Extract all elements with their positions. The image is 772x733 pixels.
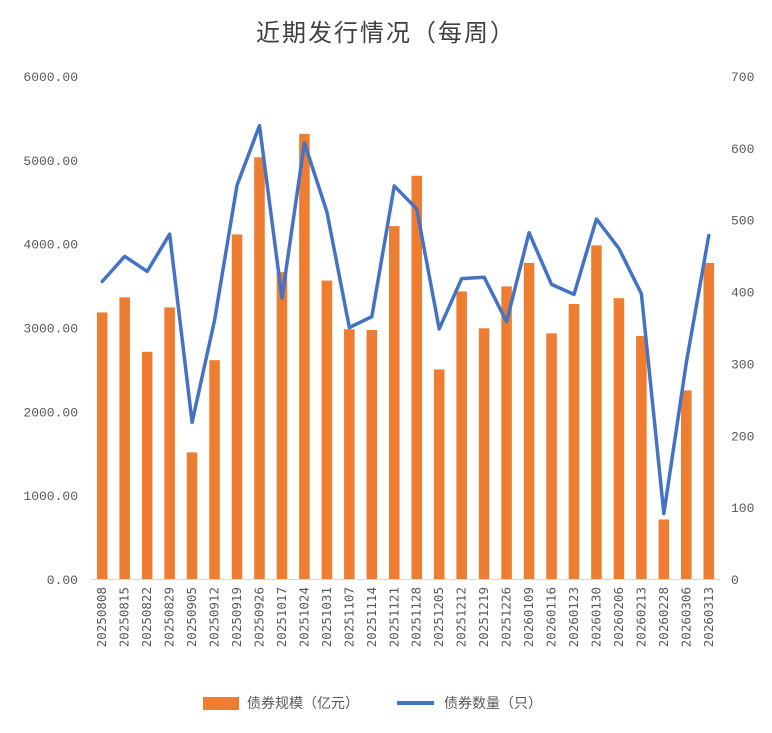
y-right-tick-label: 200: [731, 429, 754, 444]
y-left-tick-label: 1000.00: [23, 489, 78, 504]
x-tick-label: 20260123: [566, 587, 581, 647]
x-tick-label: 20260130: [588, 587, 603, 647]
y-left-tick-label: 2000.00: [23, 405, 78, 420]
bar: [299, 133, 310, 579]
bar: [186, 452, 198, 579]
chart-title: 近期发行情况（每周）: [256, 19, 516, 47]
x-tick-label: 20250822: [139, 587, 154, 647]
x-tick-label: 20260109: [521, 587, 536, 647]
y-right-tick-label: 500: [731, 214, 754, 229]
y-right-tick-label: 600: [731, 142, 754, 157]
bar: [388, 226, 400, 579]
x-tick-label: 20251114: [364, 587, 379, 647]
line-path: [100, 123, 711, 516]
bar: [254, 157, 265, 579]
x-tick-label: 20251121: [386, 587, 401, 647]
legend: 债券规模（亿元） 债券数量（只）: [203, 696, 542, 712]
bar: [613, 298, 625, 579]
bar: [433, 369, 445, 579]
line-series: [100, 123, 711, 516]
bar: [119, 297, 130, 579]
bar: [231, 234, 243, 579]
x-tick-label: 20250829: [162, 587, 177, 647]
bar-series: [96, 133, 715, 580]
x-tick-label: 20251024: [296, 587, 311, 647]
x-tick-label: 20250919: [229, 587, 244, 647]
bar: [591, 245, 602, 579]
bar: [96, 312, 108, 579]
bar: [523, 262, 535, 579]
x-tick-label: 20251212: [454, 587, 469, 647]
y-right-tick-label: 0: [731, 573, 739, 588]
bar: [344, 329, 355, 579]
bar: [456, 291, 467, 579]
bar: [366, 330, 378, 579]
bar: [321, 280, 333, 579]
x-tick-label: 20260213: [633, 587, 648, 647]
legend-label-bar: 债券规模（亿元）: [247, 696, 359, 712]
x-tick-label: 20251205: [431, 587, 446, 647]
bar: [681, 390, 692, 580]
x-tick-label: 20260206: [611, 587, 626, 647]
y-right-tick-label: 100: [731, 501, 754, 516]
x-tick-label: 20260313: [701, 587, 716, 647]
x-tick-label: 20260228: [656, 587, 671, 647]
bar: [501, 286, 512, 579]
x-tick-label: 20250926: [251, 587, 266, 647]
bar: [209, 360, 220, 579]
y-left-tick-label: 4000.00: [23, 238, 78, 253]
y-left-tick-label: 5000.00: [23, 154, 78, 169]
x-tick-label: 20251219: [476, 587, 491, 647]
y-right-tick-label: 700: [731, 70, 754, 85]
bar: [658, 519, 670, 579]
axes: 0.00 1000.00 2000.00 3000.00 4000.00 5000.00 6…: [23, 70, 754, 647]
x-tick-label: 20260306: [678, 587, 693, 647]
bar: [703, 262, 715, 579]
x-tick-label: 20251226: [499, 587, 514, 647]
bar: [478, 328, 490, 579]
bar: [141, 351, 153, 579]
x-tick-label: 20250815: [117, 587, 132, 647]
bar: [164, 307, 175, 579]
y-right-tick-label: 300: [731, 357, 754, 372]
bar: [568, 304, 580, 579]
bar: [636, 335, 647, 579]
x-tick-label: 20250905: [184, 587, 199, 647]
x-tick-label: 20250912: [207, 587, 222, 647]
y-right-tick-label: 400: [731, 286, 754, 301]
legend-label-line: 债券数量（只）: [444, 696, 542, 712]
y-left-tick-label: 3000.00: [23, 322, 78, 337]
x-tick-label: 20251017: [274, 587, 289, 647]
legend-swatch-bar: [203, 697, 239, 710]
y-left-tick-label: 6000.00: [23, 70, 78, 85]
y-left-tick-label: 0.00: [47, 573, 78, 588]
bar: [276, 272, 288, 579]
x-tick-label: 20251107: [341, 587, 356, 647]
x-tick-label: 20251128: [409, 587, 424, 647]
bar: [546, 333, 557, 579]
x-tick-label: 20260116: [544, 587, 559, 647]
x-tick-label: 20250808: [94, 587, 109, 647]
x-tick-label: 20251031: [319, 587, 334, 647]
bar: [411, 175, 423, 579]
